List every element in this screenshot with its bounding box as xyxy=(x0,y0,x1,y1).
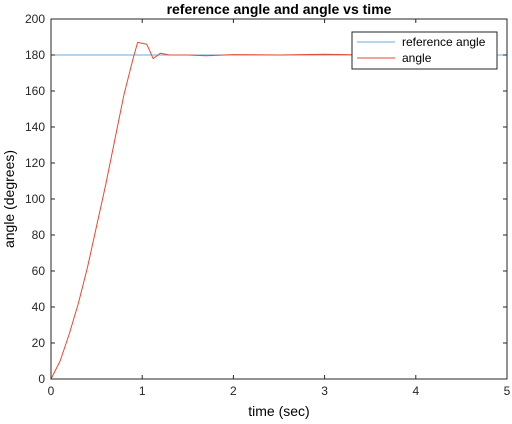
x-tick-label: 2 xyxy=(230,384,237,398)
x-tick-label: 0 xyxy=(48,384,55,398)
y-tick-label: 180 xyxy=(25,48,45,62)
plot-area xyxy=(50,18,508,380)
x-tick-label: 5 xyxy=(504,384,511,398)
y-tick-label: 0 xyxy=(38,372,45,386)
y-axis: 0 20 40 60 80 100 120 140 160 180 200 xyxy=(25,12,507,386)
y-axis-label: angle (degrees) xyxy=(1,150,17,248)
x-tick-label: 4 xyxy=(412,384,419,398)
y-tick-label: 200 xyxy=(25,12,45,26)
series-line-angle xyxy=(50,41,462,380)
y-tick-label: 140 xyxy=(25,120,45,134)
legend-label-angle: angle xyxy=(402,51,432,65)
x-axis-label: time (sec) xyxy=(248,403,309,419)
legend-box xyxy=(351,31,498,70)
x-axis: 0 1 2 3 4 5 xyxy=(48,19,511,398)
y-tick-label: 160 xyxy=(25,84,45,98)
y-tick-label: 60 xyxy=(32,264,46,278)
legend-label-reference-angle: reference angle xyxy=(402,35,486,49)
y-tick-label: 120 xyxy=(25,156,45,170)
x-tick-label: 3 xyxy=(321,384,328,398)
plot-background xyxy=(51,19,507,379)
y-tick-label: 40 xyxy=(32,300,46,314)
y-tick-label: 80 xyxy=(32,228,46,242)
y-tick-label: 100 xyxy=(25,192,45,206)
x-tick-label: 1 xyxy=(139,384,146,398)
chart-title: reference angle and angle vs time xyxy=(167,1,392,17)
legend: reference angle angle xyxy=(351,31,498,70)
y-tick-label: 20 xyxy=(32,336,46,350)
